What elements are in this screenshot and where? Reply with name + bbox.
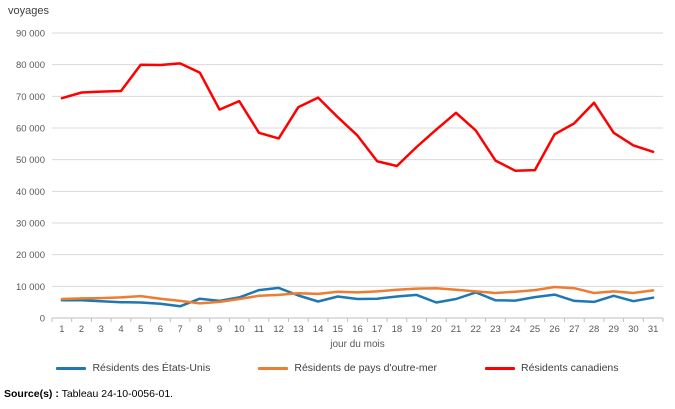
legend-item-residents-outre-mer: Résidents de pays d'outre-mer — [258, 362, 437, 374]
x-tick-label: 10 — [234, 324, 245, 335]
source-text: Tableau 24-10-0056-01. — [58, 388, 174, 400]
x-tick-label: 25 — [530, 324, 541, 335]
x-tick-label: 6 — [158, 324, 163, 335]
x-tick-label: 3 — [99, 324, 104, 335]
y-tick-label: 90 000 — [16, 29, 45, 40]
x-tick-label: 30 — [628, 324, 639, 335]
x-tick-label: 13 — [293, 324, 304, 335]
y-axis-title: voyages — [8, 5, 49, 17]
x-tick-label: 15 — [333, 324, 344, 335]
x-tick-label: 31 — [648, 324, 659, 335]
x-tick-label: 16 — [352, 324, 363, 335]
y-tick-label: 20 000 — [16, 250, 45, 261]
x-tick-label: 7 — [177, 324, 182, 335]
source-prefix: Source(s) : — [4, 388, 59, 400]
source-note: Source(s) : Tableau 24-10-0056-01. — [4, 388, 173, 400]
y-tick-label: 40 000 — [16, 187, 45, 198]
x-tick-label: 4 — [118, 324, 123, 335]
x-tick-label: 14 — [313, 324, 324, 335]
x-tick-label: 9 — [217, 324, 222, 335]
plot-area: 0 10 000 20 000 30 000 40 000 50 000 60 000 70 … — [16, 29, 664, 350]
x-tick-label: 23 — [490, 324, 501, 335]
x-tick-label: 27 — [569, 324, 580, 335]
x-axis-title: jour du mois — [329, 339, 384, 350]
x-tick-label: 22 — [470, 324, 481, 335]
x-tick-label: 18 — [392, 324, 403, 335]
series-line-2 — [60, 62, 655, 172]
x-tick-label: 17 — [372, 324, 383, 335]
y-tick-label: 30 000 — [16, 219, 45, 230]
chart-legend: Résidents des États-Unis Résidents de pa… — [0, 358, 675, 378]
legend-line-swatch-blue — [56, 366, 87, 370]
legend-line-swatch-orange — [258, 366, 289, 370]
x-tick-label: 12 — [273, 324, 284, 335]
x-tick-label: 26 — [549, 324, 560, 335]
x-tick-label: 2 — [79, 324, 84, 335]
legend-line-swatch-red — [485, 366, 516, 370]
legend-label: Résidents canadiens — [521, 362, 619, 374]
y-tick-label: 50 000 — [16, 155, 45, 166]
legend-item-residents-etats-unis: Résidents des États-Unis — [56, 362, 210, 374]
legend-label: Résidents de pays d'outre-mer — [294, 362, 438, 374]
legend-label: Résidents des États-Unis — [92, 362, 211, 374]
x-tick-label: 28 — [589, 324, 600, 335]
legend-item-residents-canadiens: Résidents canadiens — [485, 362, 619, 374]
x-tick-label: 24 — [510, 324, 521, 335]
y-tick-label: 60 000 — [16, 124, 45, 135]
x-tick-label: 1 — [59, 324, 64, 335]
x-tick-label: 11 — [254, 324, 264, 335]
x-tick-label: 21 — [451, 324, 462, 335]
x-tick-label: 20 — [431, 324, 442, 335]
y-tick-label: 10 000 — [16, 282, 45, 293]
series-line-1 — [60, 285, 655, 305]
series-line-0 — [60, 286, 655, 308]
x-tick-label: 5 — [138, 324, 143, 335]
y-tick-label: 70 000 — [16, 92, 45, 103]
y-tick-label: 0 — [40, 314, 45, 325]
y-tick-label: 80 000 — [16, 60, 45, 71]
x-tick-label: 19 — [411, 324, 422, 335]
x-tick-label: 29 — [608, 324, 619, 335]
x-tick-label: 8 — [197, 324, 202, 335]
